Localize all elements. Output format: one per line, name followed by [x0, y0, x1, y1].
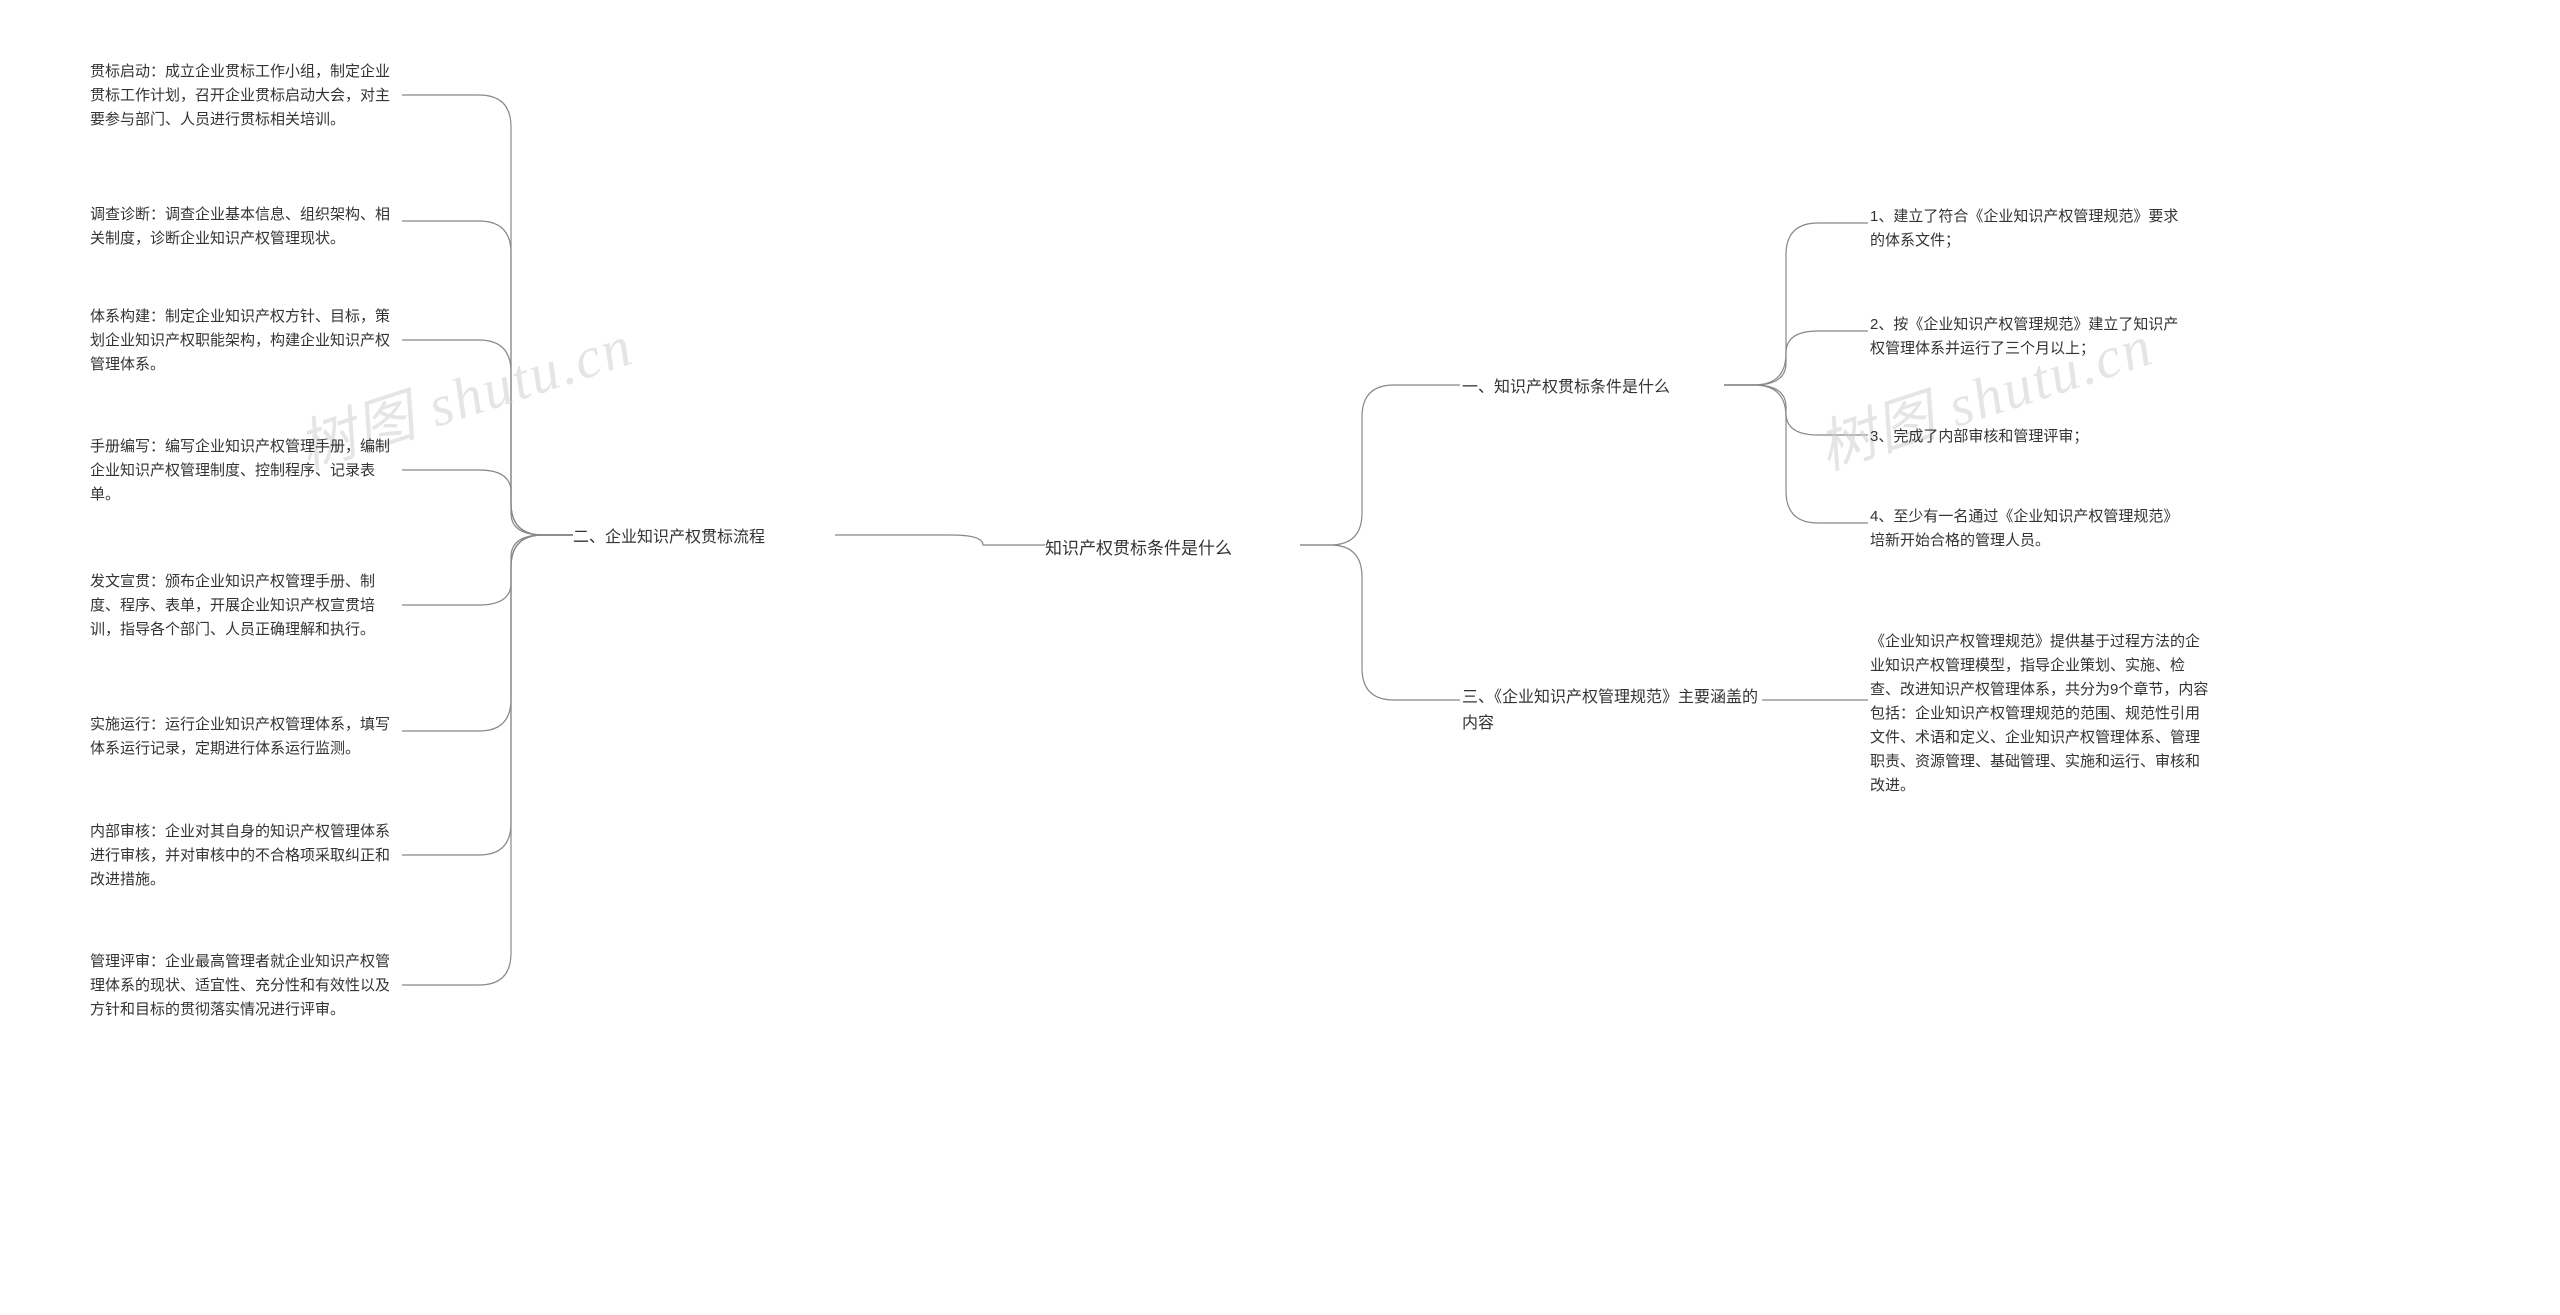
connector-root-branch1 [1300, 385, 1460, 545]
branch2-item-5: 发文宣贯：颁布企业知识产权管理手册、制度、程序、表单，开展企业知识产权宣贯培训，… [90, 570, 400, 642]
connector-b2-8 [402, 535, 573, 985]
branch2-node: 二、企业知识产权贯标流程 [573, 525, 833, 551]
connector-b2-7 [402, 535, 573, 855]
connector-root-branch3 [1300, 545, 1460, 700]
branch2-item-6: 实施运行：运行企业知识产权管理体系，填写体系运行记录，定期进行体系运行监测。 [90, 713, 400, 761]
connector-b1-2 [1724, 331, 1868, 385]
connector-b2-2 [402, 221, 573, 535]
branch2-item-3: 体系构建：制定企业知识产权方针、目标，策划企业知识产权职能架构，构建企业知识产权… [90, 305, 400, 377]
branch2-item-8: 管理评审：企业最高管理者就企业知识产权管理体系的现状、适宜性、充分性和有效性以及… [90, 950, 400, 1022]
connector-b2-4 [402, 470, 573, 535]
root-node: 知识产权贯标条件是什么 [1045, 535, 1305, 562]
connector-b2-5 [402, 535, 573, 605]
branch2-item-1: 贯标启动：成立企业贯标工作小组，制定企业贯标工作计划，召开企业贯标启动大会，对主… [90, 60, 400, 132]
branch3-node: 三、《企业知识产权管理规范》主要涵盖的内容 [1462, 685, 1762, 736]
branch1-item-3: 3、完成了内部审核和管理评审； [1870, 425, 2190, 449]
connector-root-branch2 [835, 535, 1045, 545]
mindmap-container: 树图 shutu.cn 树图 shutu.cn 知识产权贯标条件是什么 一、知识… [0, 0, 2560, 1315]
branch2-item-4: 手册编写：编写企业知识产权管理手册，编制企业知识产权管理制度、控制程序、记录表单… [90, 435, 400, 507]
branch1-item-4: 4、至少有一名通过《企业知识产权管理规范》培新开始合格的管理人员。 [1870, 505, 2190, 553]
connector-b1-1 [1724, 223, 1868, 385]
connector-b1-3 [1724, 385, 1868, 435]
connector-b1-4 [1724, 385, 1868, 523]
branch1-item-2: 2、按《企业知识产权管理规范》建立了知识产权管理体系并运行了三个月以上； [1870, 313, 2190, 361]
connector-b2-1 [402, 95, 573, 535]
branch1-node: 一、知识产权贯标条件是什么 [1462, 375, 1722, 401]
branch2-item-2: 调查诊断：调查企业基本信息、组织架构、相关制度，诊断企业知识产权管理现状。 [90, 203, 400, 251]
branch2-item-7: 内部审核：企业对其自身的知识产权管理体系进行审核，并对审核中的不合格项采取纠正和… [90, 820, 400, 892]
branch1-item-1: 1、建立了符合《企业知识产权管理规范》要求的体系文件； [1870, 205, 2190, 253]
branch3-content: 《企业知识产权管理规范》提供基于过程方法的企业知识产权管理模型，指导企业策划、实… [1870, 630, 2210, 798]
connector-b2-3 [402, 340, 573, 535]
connector-b2-6 [402, 535, 573, 731]
